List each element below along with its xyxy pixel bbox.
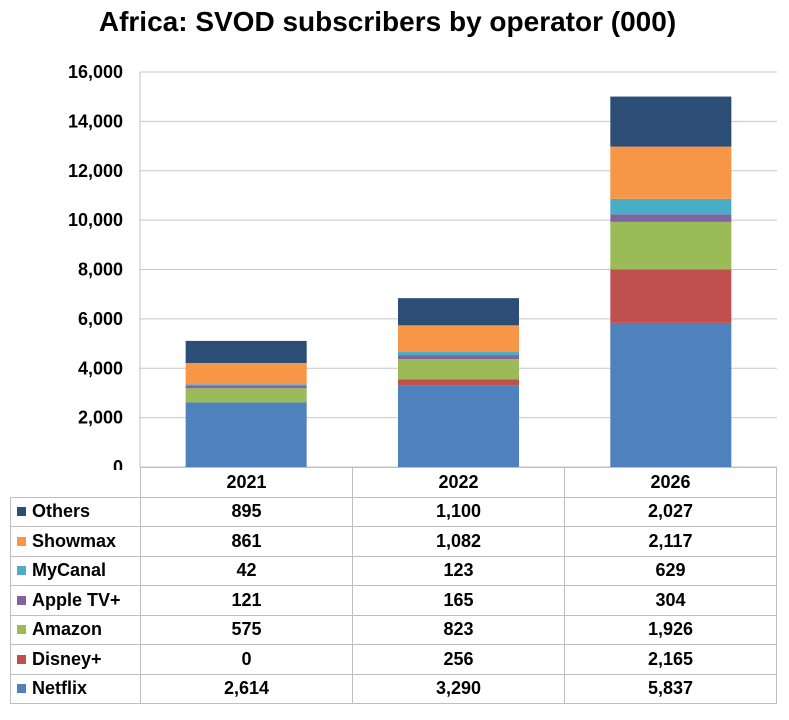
data-label: 256	[352, 644, 565, 675]
bar-segment-disney-2022	[397, 379, 520, 386]
data-label: 1,100	[352, 496, 565, 527]
data-label: 2,027	[564, 496, 777, 527]
bar-segment-apple-tv-2026	[610, 214, 732, 222]
legend-entry: Netflix	[10, 673, 141, 704]
bar-segment-apple-tv-2022	[397, 355, 520, 360]
data-label: 2,614	[140, 673, 353, 704]
legend-label: Amazon	[32, 619, 103, 640]
bar-segment-mycanal-2021	[185, 384, 307, 386]
legend-swatch	[17, 566, 26, 575]
y-axis-ticks: 0 2,000 4,000 6,000 8,000 10,000 12,000 14,000 1…	[68, 62, 123, 470]
table-row: Netflix 2,614 3,290 5,837	[10, 673, 777, 704]
legend-entry: Others	[10, 496, 141, 527]
legend-entry: Apple TV+	[10, 585, 141, 616]
y-tick-label: 10,000	[68, 210, 123, 230]
y-tick-label: 2,000	[78, 408, 123, 428]
bar-segment-amazon-2022	[397, 359, 520, 380]
table-row: Showmax 861 1,082 2,117	[10, 526, 777, 557]
legend-label: MyCanal	[32, 560, 107, 581]
bar-segment-mycanal-2026	[610, 198, 732, 215]
bar-segment-apple-tv-2021	[185, 385, 307, 389]
bar-segment-netflix-2026	[610, 322, 732, 467]
legend-label: Netflix	[32, 678, 88, 699]
category-header: 2026	[564, 467, 777, 498]
table-row: Amazon 575 823 1,926	[10, 614, 777, 645]
data-label: 861	[140, 526, 353, 557]
stacked-bars	[185, 96, 732, 467]
legend-label: Others	[32, 501, 91, 522]
bar-segment-others-2021	[185, 340, 307, 363]
y-tick-label: 8,000	[78, 260, 123, 280]
data-label: 5,837	[564, 673, 777, 704]
legend-entry: Disney+	[10, 644, 141, 675]
data-label: 165	[352, 585, 565, 616]
legend-label: Disney+	[32, 648, 102, 669]
legend-swatch	[17, 625, 26, 634]
table-header-row: 2021 2022 2026	[10, 467, 777, 498]
legend-entry: MyCanal	[10, 555, 141, 586]
y-tick-label: 14,000	[68, 111, 123, 131]
data-label: 123	[352, 555, 565, 586]
bar-segment-amazon-2021	[185, 388, 307, 403]
table-row: Others 895 1,100 2,027	[10, 496, 777, 527]
data-label: 895	[140, 496, 353, 527]
legend-swatch	[17, 536, 26, 546]
bar-segment-netflix-2022	[397, 385, 520, 467]
bar-segment-showmax-2021	[185, 362, 307, 385]
legend-swatch	[17, 507, 26, 516]
data-label: 629	[564, 555, 777, 586]
data-label: 42	[140, 555, 353, 586]
category-header: 2021	[140, 467, 353, 498]
table-row: Apple TV+ 121 165 304	[10, 585, 777, 616]
data-table: 2021 2022 2026 Others 895 1,100 2,027 Showma…	[10, 467, 777, 704]
legend-entry: Showmax	[10, 526, 141, 557]
data-label: 2,117	[564, 526, 777, 557]
bar-segment-mycanal-2022	[397, 352, 520, 356]
data-label: 1,082	[352, 526, 565, 557]
y-tick-label: 0	[113, 457, 123, 470]
bar-segment-others-2022	[397, 298, 520, 326]
bar-segment-others-2026	[610, 96, 732, 147]
y-tick-label: 4,000	[78, 358, 123, 378]
bar-segment-amazon-2026	[610, 221, 732, 270]
y-tick-label: 16,000	[68, 62, 123, 82]
legend-label: Showmax	[32, 530, 117, 551]
y-tick-label: 12,000	[68, 161, 123, 181]
y-tick-label: 6,000	[78, 309, 123, 329]
chart-plot: 0 2,000 4,000 6,000 8,000 10,000 12,000 14,000 1…	[68, 62, 777, 470]
data-label: 3,290	[352, 673, 565, 704]
data-label: 1,926	[564, 614, 777, 645]
legend-swatch	[17, 595, 26, 605]
data-label: 575	[140, 614, 353, 645]
data-label: 121	[140, 585, 353, 616]
data-label: 2,165	[564, 644, 777, 675]
legend-swatch	[17, 684, 26, 693]
legend-swatch	[17, 654, 26, 664]
table-row: Disney+ 0 256 2,165	[10, 644, 777, 675]
table-corner	[10, 467, 141, 498]
bar-segment-showmax-2026	[610, 146, 732, 199]
data-label: 304	[564, 585, 777, 616]
table-row: MyCanal 42 123 629	[10, 555, 777, 586]
legend-entry: Amazon	[10, 614, 141, 645]
data-label: 0	[140, 644, 353, 675]
bar-segment-showmax-2022	[397, 325, 520, 353]
data-label: 823	[352, 614, 565, 645]
bar-segment-netflix-2021	[185, 402, 307, 467]
bar-segment-disney-2026	[610, 269, 732, 323]
legend-label: Apple TV+	[32, 589, 121, 610]
category-header: 2022	[352, 467, 565, 498]
chart-title: Africa: SVOD subscribers by operator (00…	[98, 6, 677, 37]
